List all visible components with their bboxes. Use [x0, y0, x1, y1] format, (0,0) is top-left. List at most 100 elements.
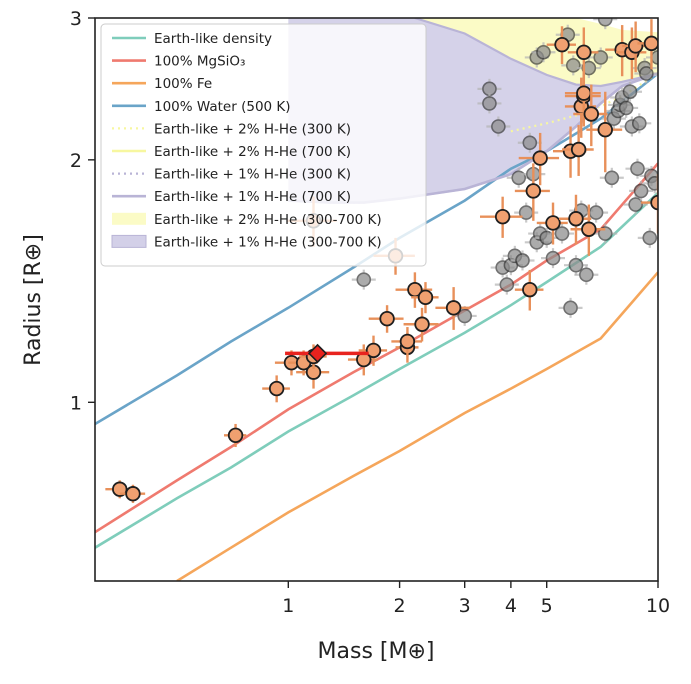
point-marker: [568, 211, 584, 227]
point-marker: [399, 333, 416, 350]
point-marker: [597, 121, 613, 138]
background-point: [494, 274, 519, 295]
point-marker: [482, 81, 497, 97]
y-tick-label: 1: [70, 392, 82, 414]
legend: Earth-like density 100% MgSiO₃ 100% Fe 100%…: [100, 23, 427, 267]
point-marker: [581, 221, 597, 237]
plot-frame: [94, 17, 659, 582]
model-curve: [510, 72, 658, 133]
point-marker: [554, 226, 570, 241]
legend-box: [100, 23, 427, 267]
background-point: [541, 248, 566, 269]
legend-swatch: [111, 234, 147, 248]
legend-entry: Earth-like + 1% H-He (700 K): [112, 189, 351, 205]
background-point: [593, 18, 618, 30]
x-tick-label: 4: [505, 595, 517, 617]
x-tick-label: 2: [394, 595, 406, 617]
point-marker: [379, 310, 395, 327]
legend-label: Earth-like + 2% H-He (300 K): [154, 121, 351, 137]
point-marker: [515, 253, 530, 268]
highlighted-point: [435, 287, 470, 330]
point-marker: [650, 194, 658, 211]
point-marker: [565, 58, 581, 73]
background-point: [599, 167, 624, 188]
legend-entry: 100% Fe: [112, 76, 212, 92]
model-curve: [176, 271, 658, 581]
background-point: [486, 116, 511, 137]
y-tick-label: 3: [70, 8, 82, 30]
background-point: [517, 132, 542, 153]
point-marker: [499, 277, 515, 292]
highlighted-point: [514, 269, 544, 311]
y-axis-label: Radius [R⊕]: [21, 234, 46, 366]
background-point: [514, 202, 539, 223]
background-point: [510, 250, 535, 271]
y-tick-label: 2: [70, 150, 82, 172]
point-marker: [522, 281, 538, 298]
background-point: [351, 269, 376, 290]
point-marker: [593, 50, 609, 65]
highlighted-point: [586, 91, 623, 173]
point-marker: [568, 257, 584, 273]
highlighted-point: [411, 282, 439, 314]
point-marker: [125, 486, 141, 502]
background-planets: [351, 18, 658, 326]
background-point: [576, 58, 601, 79]
highlighted-point: [224, 423, 247, 448]
x-tick-label: 5: [541, 595, 553, 617]
highlighted-point: [518, 132, 560, 186]
highlighted-point: [573, 84, 608, 147]
background-point: [593, 223, 618, 244]
background-point: [627, 113, 652, 134]
point-marker: [597, 18, 613, 27]
target-planet: [285, 343, 369, 364]
legend-entry: Earth-like + 2% H-He (700 K): [112, 144, 351, 160]
point-marker: [491, 119, 506, 134]
highlighted-point: [536, 202, 568, 245]
x-tick-label: 3: [459, 595, 471, 617]
highlighted-planets: [105, 19, 658, 503]
legend-entry: Earth-like + 1% H-He (300 K): [112, 167, 351, 183]
point-marker: [414, 316, 430, 332]
legend-entry: Earth-like + 2% H-He (300 K): [112, 121, 351, 137]
highlighted-point: [637, 19, 658, 70]
x-tick-label: 10: [646, 595, 670, 617]
highlighted-point: [358, 335, 388, 366]
highlighted-point: [119, 484, 146, 503]
background-point: [625, 158, 650, 179]
axis-ticks: 1 2 3 4 5 10 1 2 3: [70, 8, 670, 617]
highlighted-point: [570, 204, 606, 256]
legend-label: Earth-like + 1% H-He (300-700 K): [154, 234, 382, 250]
legend-label: Earth-like + 2% H-He (700 K): [154, 144, 351, 160]
background-point: [614, 97, 639, 118]
point-marker: [417, 289, 434, 306]
point-marker: [522, 135, 538, 151]
point-marker: [628, 197, 643, 212]
background-point: [477, 78, 502, 99]
legend-label: 100% Water (500 K): [154, 99, 291, 115]
point-marker: [604, 170, 620, 186]
background-point: [588, 47, 613, 68]
point-marker: [576, 44, 592, 60]
background-point: [574, 264, 599, 285]
highlighted-point: [368, 305, 404, 333]
point-marker: [622, 84, 638, 100]
x-tick-label: 1: [282, 595, 294, 617]
point-marker: [536, 44, 551, 60]
target-diamond-marker: [307, 343, 328, 364]
highlighted-point: [546, 26, 576, 65]
legend-entry: 100% MgSiO₃: [112, 54, 245, 70]
point-marker: [627, 38, 644, 54]
highlighted-point: [567, 27, 599, 79]
point-marker: [581, 60, 597, 76]
point-marker: [563, 300, 578, 316]
highlighted-point: [562, 124, 594, 176]
highlighted-point: [262, 375, 290, 403]
background-point: [634, 63, 658, 84]
point-marker: [532, 150, 548, 166]
point-marker: [642, 230, 658, 246]
legend-entry: Earth-like density: [112, 31, 272, 47]
highlighted-point: [559, 194, 592, 245]
highlighted-point: [553, 126, 587, 178]
highlighted-point: [403, 307, 439, 342]
